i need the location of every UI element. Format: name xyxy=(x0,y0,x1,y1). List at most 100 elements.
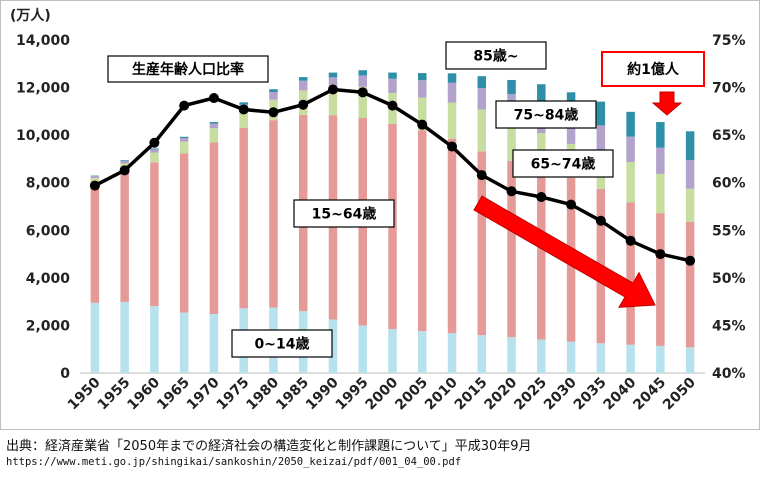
bar-segment-age-15-64 xyxy=(477,151,487,336)
ratio-line-point xyxy=(387,100,398,111)
bar-segment-age-0-14 xyxy=(447,333,457,373)
ratio-line-point xyxy=(536,191,547,202)
y-unit-label: (万人) xyxy=(10,7,51,24)
source-url: https://www.meti.go.jp/shingikai/sankosh… xyxy=(6,456,462,468)
bar-segment-age-85-plus xyxy=(239,102,248,105)
bar-segment-age-65-74 xyxy=(418,97,427,131)
bar-segment-age-15-64 xyxy=(269,120,278,308)
y-left-tick-label: 12,000 xyxy=(16,81,70,97)
age-15-64-label-box xyxy=(293,199,395,228)
bar-segment-age-0-14 xyxy=(179,312,189,373)
bar-segment-age-85-plus xyxy=(150,148,159,150)
bar-segment-age-15-64 xyxy=(656,213,665,346)
population-chart: (万人) 0 2,000 4,000 6,000 8,000 10,000 12,000 14,… xyxy=(10,7,746,414)
bar-segment-age-75-84 xyxy=(656,147,665,174)
bar-segment-age-0-14 xyxy=(656,345,665,373)
y-left-tick-label: 14,000 xyxy=(16,33,70,49)
bar-segment-age-85-plus xyxy=(298,77,308,81)
ratio-series-label-box xyxy=(107,55,269,83)
bar-segment-age-15-64 xyxy=(447,138,457,334)
age-65-74-label-box xyxy=(512,149,614,178)
bar-segment-age-75-84 xyxy=(358,75,367,87)
bar-segment-age-85-plus xyxy=(626,111,635,137)
x-tick-label: 1950 xyxy=(65,374,104,413)
bar-segment-age-15-64 xyxy=(239,128,248,309)
bar-segment-age-0-14 xyxy=(388,328,397,373)
x-tick-label: 1990 xyxy=(303,374,342,413)
bar-segment-age-85-plus xyxy=(120,160,129,161)
bar-segment-age-15-64 xyxy=(120,171,129,302)
ratio-line-point xyxy=(625,235,636,246)
x-tick-label: 2020 xyxy=(482,374,521,413)
y-right-tick-label: 45% xyxy=(712,318,746,334)
ratio-line-point xyxy=(506,186,517,197)
bar-segment-age-0-14 xyxy=(90,302,100,373)
source-citation: 出典：経済産業省「2050年までの経済社会の構造変化と制作課題について」平成30… xyxy=(6,439,532,454)
bar-segment-age-75-84 xyxy=(388,78,397,94)
bar-segment-age-85-plus xyxy=(418,73,427,81)
bar-segment-age-75-84 xyxy=(90,176,100,178)
bar-segment-age-75-84 xyxy=(418,80,427,98)
bar-segment-age-85-plus xyxy=(596,101,606,126)
ratio-line-point xyxy=(417,119,428,130)
bar-segment-age-15-64 xyxy=(179,153,189,313)
bar-segment-age-65-74 xyxy=(150,152,159,163)
x-tick-label: 2015 xyxy=(452,375,491,414)
age-15-64-label: 15~64歳 xyxy=(312,206,377,223)
bar-segment-age-85-plus xyxy=(656,122,665,148)
age-0-14-label: 0~14歳 xyxy=(255,336,310,353)
bar-segment-age-75-84 xyxy=(298,80,308,91)
bar-segment-age-75-84 xyxy=(626,136,635,163)
ratio-line-point xyxy=(476,170,487,181)
x-tick-label: 1995 xyxy=(333,375,372,414)
bar-segment-age-65-74 xyxy=(447,102,457,139)
y-left-tick-label: 2,000 xyxy=(26,318,71,334)
bar-segment-age-0-14 xyxy=(120,301,129,373)
bar-segment-age-15-64 xyxy=(626,202,635,345)
ratio-line-point xyxy=(298,99,309,110)
bar-segment-age-0-14 xyxy=(566,341,576,373)
bar-segment-age-15-64 xyxy=(507,160,516,338)
bar-segment-age-85-plus xyxy=(358,70,367,76)
bar-segment-age-15-64 xyxy=(209,142,219,315)
bar-segment-age-65-74 xyxy=(239,110,248,129)
age-0-14-label-box xyxy=(231,329,333,358)
bar-segment-age-75-84 xyxy=(179,137,189,142)
ratio-line-point xyxy=(566,199,577,210)
bar-segment-age-85-plus xyxy=(269,89,278,93)
bar-segment-age-0-14 xyxy=(507,337,516,373)
bar-segment-age-65-74 xyxy=(507,119,516,161)
bar-segment-age-75-84 xyxy=(150,149,159,153)
bar-segment-age-75-84 xyxy=(566,114,576,144)
y-right-tick-label: 65% xyxy=(712,128,746,144)
bar-segment-age-85-plus xyxy=(537,84,546,103)
bar-segment-age-0-14 xyxy=(328,319,338,373)
y-left-tick-label: 10,000 xyxy=(16,128,70,144)
y-right-tick-label: 40% xyxy=(712,366,746,382)
x-tick-label: 1955 xyxy=(95,375,134,414)
bar-segment-age-75-84 xyxy=(328,77,338,88)
bar-segment-age-0-14 xyxy=(685,347,695,373)
bar-segment-age-75-84 xyxy=(269,92,278,100)
ratio-series-label: 生産年齢人口比率 xyxy=(132,61,244,78)
age-75-84-label: 75~84歳 xyxy=(514,107,579,124)
x-tick-label: 1980 xyxy=(243,374,282,413)
bar-segment-age-85-plus xyxy=(388,72,397,79)
y-left-tick-label: 6,000 xyxy=(26,223,71,239)
y-right-tick-label: 60% xyxy=(712,176,746,192)
x-tick-label: 2050 xyxy=(660,374,699,413)
bar-segment-age-75-84 xyxy=(477,88,487,110)
x-tick-label: 1975 xyxy=(214,375,253,414)
ratio-line-point xyxy=(89,180,100,191)
bar-segment-age-65-74 xyxy=(656,173,665,214)
bar-segment-age-65-74 xyxy=(358,86,367,119)
ratio-line-point xyxy=(357,87,368,98)
y-right-tick-label: 70% xyxy=(712,81,746,97)
bar-segment-age-15-64 xyxy=(418,130,427,332)
bar-segment-age-85-plus xyxy=(507,79,516,95)
bar-segment-age-85-plus xyxy=(209,122,219,124)
x-tick-label: 2045 xyxy=(630,375,669,414)
x-tick-label: 2000 xyxy=(362,374,401,413)
bar-segment-age-65-74 xyxy=(685,188,695,222)
bar-segment-age-85-plus xyxy=(328,72,338,78)
